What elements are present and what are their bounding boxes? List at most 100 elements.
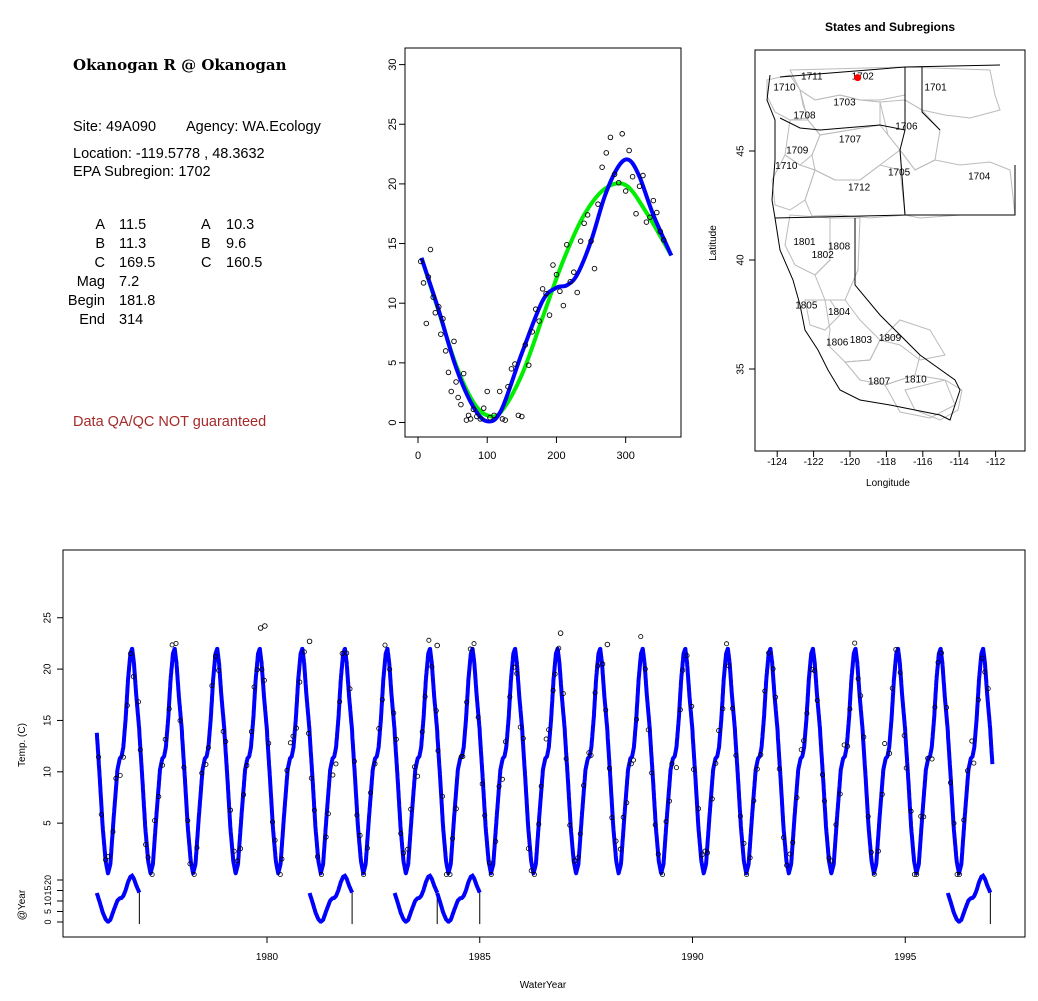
observation-point	[784, 862, 790, 868]
data-point	[505, 383, 511, 390]
observation-point	[634, 716, 640, 722]
observation-point	[270, 819, 276, 825]
data-point	[427, 246, 434, 253]
observation-point	[563, 756, 569, 762]
x-tick-label: 1985	[469, 952, 492, 963]
observation-point	[382, 642, 388, 648]
subregion-label: 1805	[795, 300, 818, 311]
observation-point	[238, 846, 244, 852]
data-point	[420, 280, 427, 286]
x-tick-label: -112	[986, 457, 1006, 468]
observation-point	[628, 761, 634, 767]
observation-point	[837, 791, 843, 797]
observation-point	[935, 659, 941, 665]
observation-point	[507, 694, 513, 700]
observation-point	[557, 630, 564, 636]
data-point	[484, 388, 490, 395]
site-id: Site: 49A090	[73, 119, 157, 135]
data-point	[491, 412, 497, 419]
observation-point	[729, 706, 735, 712]
observation-point	[943, 705, 949, 711]
y-tick-label: 5	[43, 820, 54, 826]
data-point	[515, 412, 522, 419]
y-tick-label: 10	[43, 766, 54, 778]
observation-point	[514, 671, 520, 677]
observation-point	[577, 831, 583, 837]
data-point	[445, 369, 452, 376]
observation-point	[450, 836, 456, 842]
subregion-boundary	[771, 154, 816, 211]
y-axis-label: Latitude	[708, 225, 719, 261]
y-tick-label: 20	[43, 875, 53, 885]
observation-point	[453, 806, 459, 812]
observation-point	[248, 729, 254, 735]
observation-point	[128, 651, 134, 657]
data-point	[567, 278, 574, 285]
observation-point	[306, 730, 312, 736]
data-point	[603, 150, 610, 156]
observation-point	[376, 726, 382, 732]
data-point	[550, 262, 556, 268]
observation-point	[812, 668, 818, 674]
subregion-label: 1803	[850, 335, 873, 346]
year-fit-line	[435, 872, 482, 924]
observation-point	[354, 812, 360, 818]
observation-point	[272, 837, 278, 843]
x-tick-label: -122	[804, 457, 824, 468]
data-point	[508, 366, 515, 372]
y-tick-label: 15	[387, 237, 399, 249]
observation-point	[257, 625, 264, 631]
param-label: Begin	[67, 293, 105, 309]
observation-point	[600, 661, 606, 667]
data-point	[657, 228, 664, 235]
subregion-label: 1809	[879, 333, 902, 344]
observation-point	[595, 663, 601, 669]
observation-point	[191, 872, 197, 878]
observation-point	[458, 754, 464, 760]
observation-point	[464, 699, 470, 705]
observation-point	[847, 706, 853, 712]
year-fit-line	[307, 873, 354, 924]
year-fit-line	[945, 872, 993, 924]
data-point	[496, 388, 503, 395]
observation-point	[405, 846, 411, 852]
observation-point	[741, 840, 747, 846]
observation-point	[479, 781, 485, 787]
observation-point	[177, 718, 183, 724]
observation-point	[297, 679, 303, 685]
plot-frame	[404, 47, 682, 438]
year-fit-line	[392, 873, 440, 924]
observation-point	[552, 671, 558, 677]
observation-point	[434, 642, 440, 649]
observation-point	[143, 842, 149, 848]
observation-point	[493, 838, 499, 844]
data-point	[448, 388, 454, 395]
observation-point	[758, 752, 764, 758]
data-point	[633, 210, 639, 217]
data-point	[543, 290, 549, 297]
observation-point	[861, 734, 867, 740]
x-axis-label: Longitude	[866, 478, 910, 489]
data-point	[430, 294, 436, 300]
observation-point	[964, 768, 970, 774]
observation-point	[975, 697, 981, 703]
data-point	[425, 274, 432, 280]
observation-point	[443, 872, 449, 878]
observation-point	[613, 838, 619, 844]
observation-point	[954, 872, 960, 878]
data-point	[588, 238, 594, 244]
observation-point	[956, 872, 962, 878]
state-boundary	[774, 129, 1016, 219]
observation-point	[875, 848, 881, 854]
subregion-label: 1704	[968, 172, 991, 183]
observation-point	[804, 710, 810, 716]
observation-point	[556, 645, 562, 651]
param-label: Mag	[76, 274, 105, 290]
x-tick-label: 200	[547, 450, 565, 462]
observation-point	[699, 852, 705, 858]
y-tick-label: 15	[43, 714, 54, 726]
state-boundary	[766, 74, 961, 421]
x-tick-label: 1995	[894, 952, 917, 963]
observation-point	[536, 821, 542, 827]
observation-point	[471, 641, 477, 647]
